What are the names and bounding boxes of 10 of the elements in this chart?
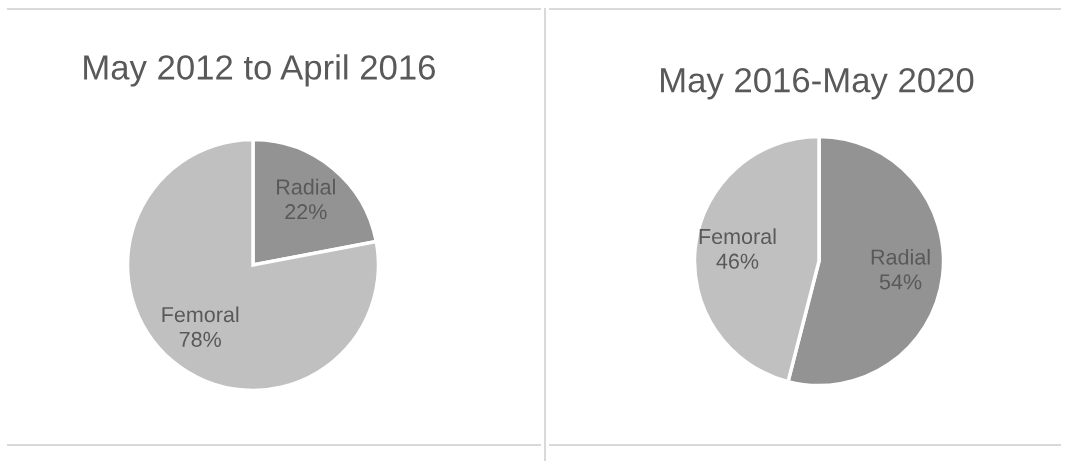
slice-label: Femoral (162, 306, 239, 323)
data-label: 78% (179, 331, 221, 347)
chart-title: May 2016-May 2020 (661, 67, 974, 100)
slice-label: Femoral (699, 228, 776, 245)
slice-label: Radial (277, 178, 335, 195)
data-label: 54% (879, 274, 922, 290)
data-label: 22% (285, 204, 327, 220)
slice-label: Radial (871, 248, 930, 265)
chart-title: May 2012 to April 2016 (84, 54, 435, 87)
data-label: 46% (716, 253, 759, 269)
